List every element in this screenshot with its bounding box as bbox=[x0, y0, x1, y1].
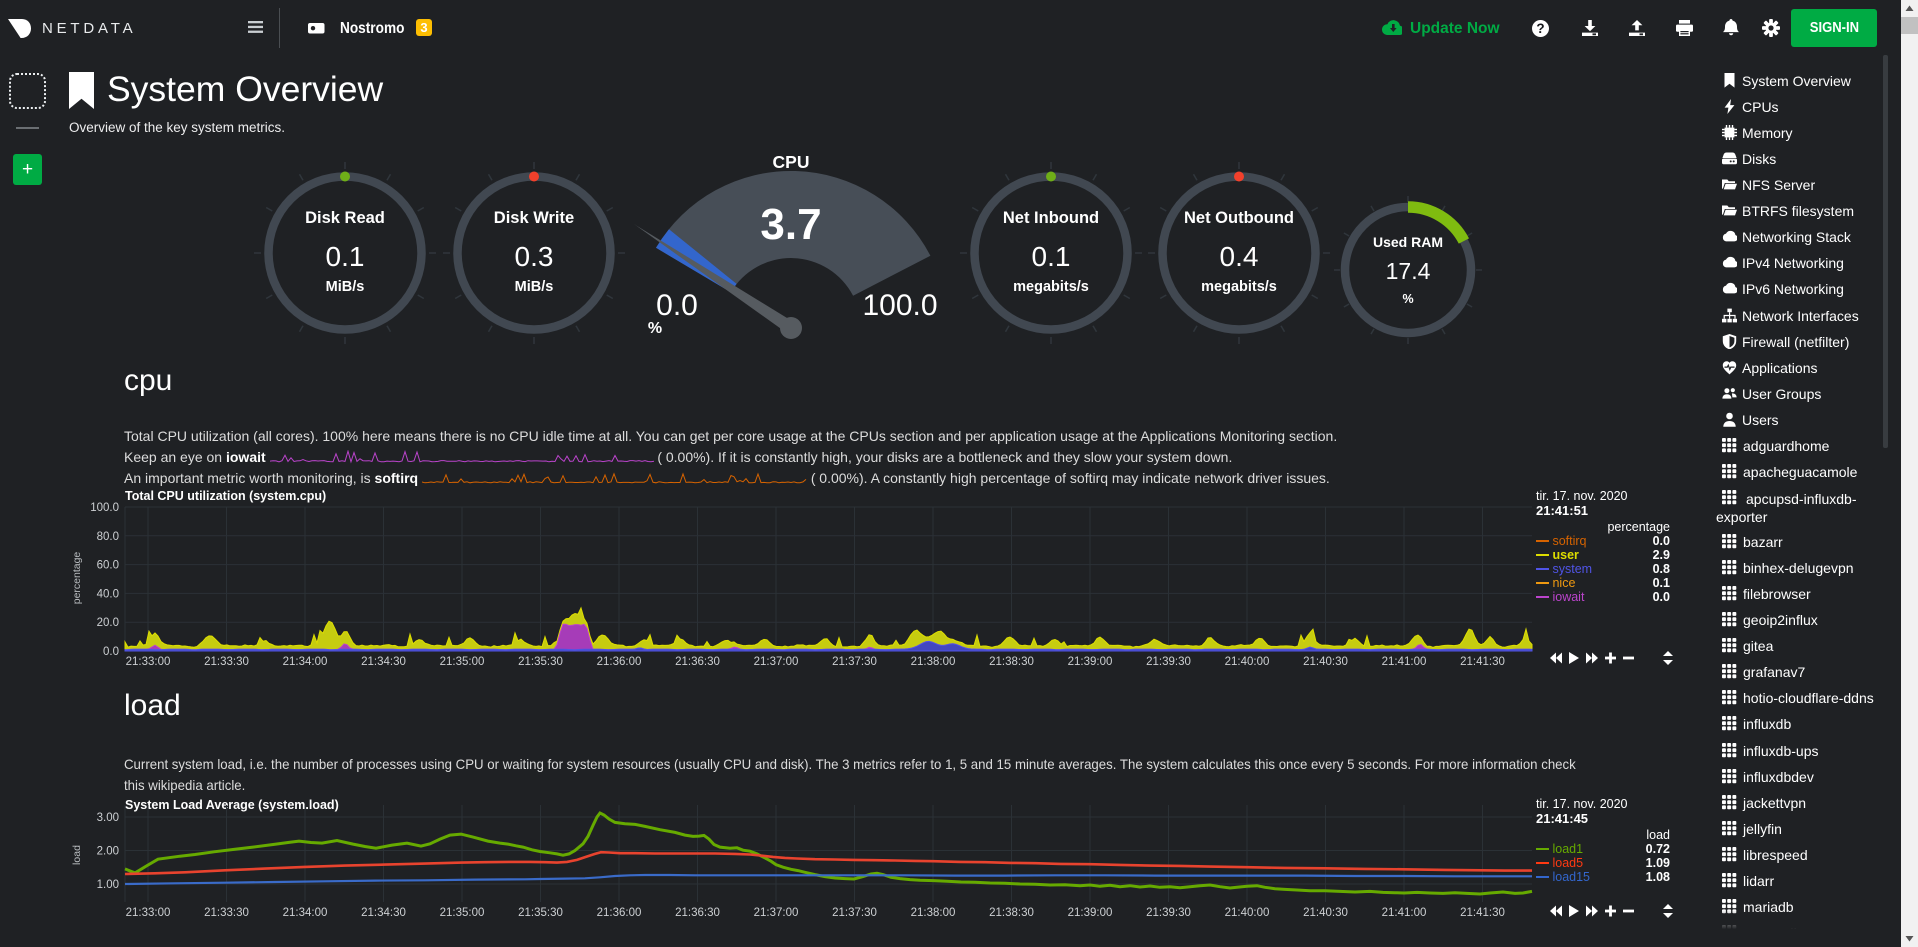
svg-text:21:37:00: 21:37:00 bbox=[754, 656, 799, 668]
svg-text:21:36:30: 21:36:30 bbox=[675, 656, 720, 668]
svg-text:21:38:00: 21:38:00 bbox=[911, 907, 956, 919]
svg-text:2.00: 2.00 bbox=[97, 846, 119, 858]
svg-text:21:39:00: 21:39:00 bbox=[1068, 656, 1113, 668]
svg-text:Disk Write: Disk Write bbox=[494, 209, 574, 227]
svg-text:21:34:00: 21:34:00 bbox=[283, 656, 328, 668]
svg-text:load: load bbox=[71, 845, 83, 865]
svg-text:80.0: 80.0 bbox=[97, 531, 119, 543]
svg-text:60.0: 60.0 bbox=[97, 560, 119, 572]
svg-text:21:41:30: 21:41:30 bbox=[1460, 656, 1505, 668]
svg-text:21:36:00: 21:36:00 bbox=[597, 907, 642, 919]
svg-text:Net Outbound: Net Outbound bbox=[1184, 209, 1294, 227]
svg-text:21:41:00: 21:41:00 bbox=[1382, 656, 1427, 668]
svg-text:21:34:30: 21:34:30 bbox=[361, 907, 406, 919]
svg-text:21:40:30: 21:40:30 bbox=[1303, 656, 1348, 668]
svg-text:21:35:30: 21:35:30 bbox=[518, 907, 563, 919]
svg-text:20.0: 20.0 bbox=[97, 617, 119, 629]
svg-text:21:40:00: 21:40:00 bbox=[1225, 907, 1270, 919]
svg-text:21:40:30: 21:40:30 bbox=[1303, 907, 1348, 919]
svg-text:21:34:00: 21:34:00 bbox=[283, 907, 328, 919]
svg-text:21:41:00: 21:41:00 bbox=[1382, 907, 1427, 919]
svg-text:40.0: 40.0 bbox=[97, 588, 119, 600]
svg-text:21:40:00: 21:40:00 bbox=[1225, 656, 1270, 668]
svg-text:Disk Read: Disk Read bbox=[305, 209, 385, 227]
svg-text:0.3: 0.3 bbox=[515, 241, 554, 272]
svg-text:percentage: percentage bbox=[71, 552, 83, 605]
svg-text:21:34:30: 21:34:30 bbox=[361, 656, 406, 668]
svg-text:21:41:30: 21:41:30 bbox=[1460, 907, 1505, 919]
svg-text:21:38:00: 21:38:00 bbox=[911, 656, 956, 668]
svg-text:3.00: 3.00 bbox=[97, 812, 119, 824]
svg-text:21:35:00: 21:35:00 bbox=[440, 907, 485, 919]
svg-text:21:35:00: 21:35:00 bbox=[440, 656, 485, 668]
svg-text:21:33:00: 21:33:00 bbox=[126, 656, 171, 668]
svg-text:100.0: 100.0 bbox=[90, 502, 119, 514]
svg-text:0.4: 0.4 bbox=[1220, 241, 1259, 272]
svg-text:Net Inbound: Net Inbound bbox=[1003, 209, 1099, 227]
svg-text:21:35:30: 21:35:30 bbox=[518, 656, 563, 668]
svg-text:Used RAM: Used RAM bbox=[1373, 234, 1443, 250]
svg-text:21:38:30: 21:38:30 bbox=[989, 907, 1034, 919]
svg-text:21:39:30: 21:39:30 bbox=[1146, 656, 1191, 668]
svg-text:0.1: 0.1 bbox=[326, 241, 365, 272]
svg-text:MiB/s: MiB/s bbox=[515, 279, 554, 295]
svg-text:megabits/s: megabits/s bbox=[1201, 279, 1277, 295]
svg-text:21:37:30: 21:37:30 bbox=[832, 656, 877, 668]
svg-text:0.1: 0.1 bbox=[1032, 241, 1071, 272]
svg-text:21:38:30: 21:38:30 bbox=[989, 656, 1034, 668]
svg-text:?: ? bbox=[1536, 21, 1544, 36]
svg-text:21:33:30: 21:33:30 bbox=[204, 907, 249, 919]
svg-text:21:36:30: 21:36:30 bbox=[675, 907, 720, 919]
svg-text:21:36:00: 21:36:00 bbox=[597, 656, 642, 668]
svg-text:megabits/s: megabits/s bbox=[1013, 279, 1089, 295]
svg-text:17.4: 17.4 bbox=[1386, 258, 1431, 284]
svg-text:21:37:00: 21:37:00 bbox=[754, 907, 799, 919]
svg-text:21:39:00: 21:39:00 bbox=[1068, 907, 1113, 919]
svg-text:MiB/s: MiB/s bbox=[326, 279, 365, 295]
svg-text:%: % bbox=[1402, 292, 1413, 306]
svg-text:21:39:30: 21:39:30 bbox=[1146, 907, 1191, 919]
svg-text:0.0: 0.0 bbox=[103, 646, 119, 658]
svg-text:21:37:30: 21:37:30 bbox=[832, 907, 877, 919]
svg-text:21:33:00: 21:33:00 bbox=[126, 907, 171, 919]
svg-text:21:33:30: 21:33:30 bbox=[204, 656, 249, 668]
svg-text:1.00: 1.00 bbox=[97, 879, 119, 891]
